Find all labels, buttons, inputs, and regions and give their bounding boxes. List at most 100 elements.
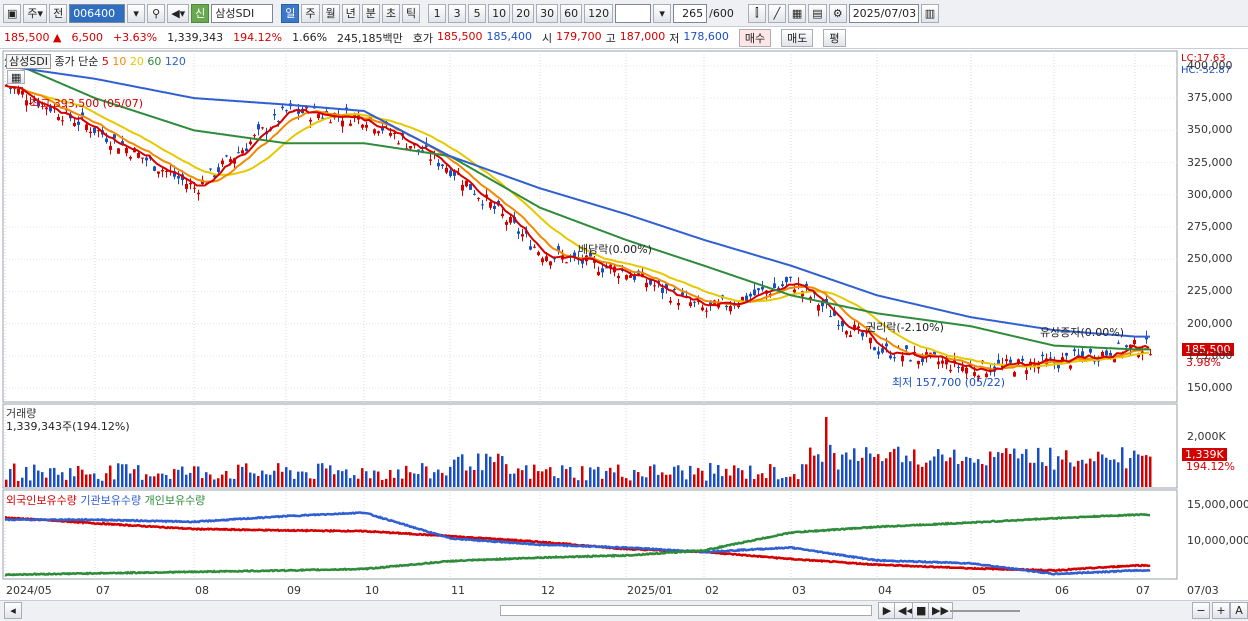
table-icon[interactable]: ▦	[7, 70, 26, 84]
volume-bar	[1105, 457, 1108, 487]
volume-bar	[245, 463, 248, 487]
volume-bar	[565, 469, 568, 487]
candle-body	[781, 284, 784, 287]
volume-bar	[1089, 458, 1092, 487]
interval-dropdown-icon[interactable]: ▾	[653, 3, 672, 23]
period-tick[interactable]: 틱	[402, 3, 421, 23]
candle-body	[493, 205, 496, 209]
volume-bar	[429, 478, 432, 487]
period-day[interactable]: 일	[281, 3, 300, 23]
volume-bar	[425, 466, 428, 487]
volume-bar	[649, 466, 652, 487]
auto-fit-icon[interactable]: A	[1230, 602, 1248, 619]
interval-input[interactable]	[615, 3, 652, 23]
count-input[interactable]: 265	[673, 3, 708, 23]
sell-button[interactable]: 매도	[781, 28, 814, 47]
period-month[interactable]: 월	[321, 3, 340, 23]
horizontal-scrollbar[interactable]	[500, 605, 872, 616]
period-year[interactable]: 년	[341, 3, 360, 23]
volume-bar	[277, 463, 280, 487]
volume-bar	[129, 473, 132, 487]
volume-bar	[889, 452, 892, 487]
volume-bar	[305, 472, 308, 487]
volume-bar	[597, 466, 600, 487]
candle-body	[509, 216, 512, 223]
draw-tool-icon[interactable]: ╱	[767, 3, 786, 23]
volume-bar	[273, 470, 276, 487]
zoom-in-icon[interactable]: +	[1212, 602, 1230, 619]
chart-area[interactable]	[0, 49, 1248, 601]
volume-bar	[561, 465, 564, 487]
grid-icon[interactable]: ▦	[787, 3, 807, 23]
candle-type-icon[interactable]: ⫿	[747, 3, 766, 23]
interval-120[interactable]: 120	[584, 3, 614, 23]
volume-bar	[1057, 456, 1060, 487]
candle-body	[469, 184, 472, 190]
volume-bar	[141, 479, 144, 487]
volume-bar	[777, 479, 780, 487]
zoom-slider[interactable]	[950, 610, 1020, 612]
legend-ma60: 60	[147, 55, 162, 68]
avg-button[interactable]: 평	[823, 28, 846, 47]
volume-bar	[449, 466, 452, 487]
period-week[interactable]: 주	[301, 3, 320, 23]
period-second[interactable]: 초	[381, 3, 401, 23]
volume-bar	[857, 460, 860, 487]
candle-body	[57, 116, 60, 121]
volume-bar	[881, 461, 884, 487]
candle-body	[281, 106, 284, 109]
volume-bar	[61, 472, 64, 487]
forward-icon[interactable]: ▶▶	[928, 602, 953, 619]
volume-bar	[121, 464, 124, 487]
search-icon[interactable]: ⚲	[147, 3, 166, 23]
interval-10[interactable]: 10	[488, 3, 511, 23]
buy-button[interactable]: 매수	[738, 28, 772, 47]
chevron-down-icon: ▾	[37, 6, 44, 20]
candle-body	[649, 279, 652, 285]
interval-5[interactable]: 5	[468, 3, 487, 23]
code-input[interactable]: 006400	[69, 3, 126, 23]
stock-name-field[interactable]: 삼성SDI	[211, 3, 274, 23]
candle-body	[189, 183, 192, 185]
current-pct-tag: 3.98%	[1186, 356, 1221, 369]
interval-30[interactable]: 30	[536, 3, 559, 23]
volume-bar	[329, 465, 332, 487]
interval-60[interactable]: 60	[560, 3, 583, 23]
date-input[interactable]: 2025/07/03	[848, 3, 919, 23]
x-axis-label: 05	[972, 584, 986, 597]
period-minute[interactable]: 분	[361, 3, 380, 23]
interval-1[interactable]: 1	[428, 3, 447, 23]
chart-window-icon[interactable]: ▣	[3, 3, 22, 23]
candle-body	[837, 325, 840, 327]
price-panel-title[interactable]: 삼성SDI	[6, 54, 51, 69]
zoom-out-icon[interactable]: −	[1192, 602, 1210, 619]
scroll-left-icon[interactable]: ◂	[4, 602, 22, 619]
candle-body	[1005, 359, 1008, 362]
candle-body	[881, 348, 884, 353]
save-icon[interactable]: ▤	[808, 3, 827, 23]
candle-body	[1149, 354, 1152, 356]
volume-bar	[545, 469, 548, 487]
gear-icon[interactable]: ⚙	[828, 3, 847, 23]
volume-bar	[341, 471, 344, 487]
candle-body	[521, 234, 524, 237]
calendar-icon[interactable]: ▥	[920, 3, 940, 23]
volume-bar	[17, 480, 20, 487]
volume-bar	[1013, 448, 1016, 487]
volume-bar	[249, 472, 252, 487]
volume-bar	[741, 470, 744, 487]
volume-value-text: 1,339,343주(194.12%)	[6, 420, 130, 433]
speaker-icon[interactable]: ◀▾	[167, 3, 190, 23]
volume-bar	[1125, 468, 1128, 487]
code-dropdown-icon[interactable]: ▾	[127, 3, 146, 23]
candle-body	[1061, 357, 1064, 362]
interval-3[interactable]: 3	[448, 3, 467, 23]
candle-body	[141, 157, 144, 159]
legend-foreign: 외국인보유수량	[6, 494, 77, 507]
candle-body	[125, 148, 128, 154]
type-select[interactable]: 주 ▾	[23, 3, 48, 23]
volume-bar	[217, 478, 220, 487]
prev-button[interactable]: 전	[49, 3, 68, 23]
candle-body	[805, 283, 808, 288]
interval-20[interactable]: 20	[512, 3, 535, 23]
